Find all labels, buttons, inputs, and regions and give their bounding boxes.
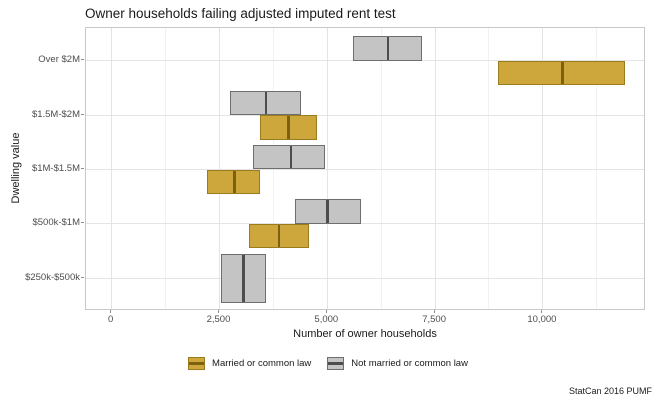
crossbar-midline [326,200,329,223]
crossbar-midline [386,37,390,60]
gridline-major [434,28,436,309]
crossbar-married [497,60,625,86]
legend-key-midline-icon [328,362,344,365]
legend-item-married: Married or common law [188,357,311,370]
x-tick-mark [110,310,112,313]
crossbar-midline [242,254,245,302]
crossbar-midline [287,116,290,139]
gridline-horizontal [86,114,644,116]
crossbar-midline [289,146,293,169]
gridline-major [111,28,113,309]
legend-label-married: Married or common law [212,358,312,369]
crossbar-married [260,115,318,140]
y-axis-label: $500k-$1M [32,217,80,229]
x-tick-mark [541,310,543,313]
gridline-horizontal [86,277,644,279]
gridline-minor [596,28,598,309]
legend-label-not-married: Not married or common law [351,358,468,369]
legend-key-married-icon [188,357,206,370]
x-tick-label: 0 [108,314,114,325]
x-axis-title: Number of owner households [293,328,437,340]
y-axis-label: $1.5M-$2M [31,108,80,120]
x-tick-mark [433,310,435,313]
gridline-major [542,28,544,309]
x-tick-label: 2,500 [206,314,231,325]
x-tick-label: 5,000 [314,314,339,325]
x-tick-mark [217,310,219,313]
y-axis-label: $1M-$1.5M [31,163,80,174]
crossbar-married [248,223,309,249]
crossbar-not-married [353,36,423,61]
legend-item-not-married: Not married or common law [327,357,468,370]
x-tick-label: 7,500 [422,314,446,325]
gridline-horizontal [86,169,644,170]
gridline-minor [488,28,490,309]
y-tick-mark [81,59,84,61]
crossbar-not-married [294,199,362,224]
crossbar-midline [561,61,564,85]
crossbar-midline [264,91,268,115]
crossbar-midline [233,170,236,193]
crossbar-not-married [230,90,302,116]
legend-key-not-married-icon [327,357,345,370]
gridline-minor [380,28,382,309]
caption: StatCan 2016 PUMF [568,386,652,396]
y-axis-title: Dwelling value [10,132,22,204]
y-axis-label: $250k-$500k [25,271,80,283]
legend: Married or common law Not married or com… [0,357,656,370]
chart-title: Owner households failing adjusted impute… [85,6,396,21]
gridline-horizontal [86,223,644,225]
x-tick-mark [325,310,327,313]
legend-key-midline-icon [189,362,205,365]
y-tick-mark [81,222,84,224]
gridline-major [326,28,328,309]
gridline-major [218,28,220,309]
crossbar-not-married [253,145,326,170]
gridline-minor [165,28,167,309]
x-tick-label: 10,000 [527,314,557,325]
y-tick-mark [81,113,84,115]
plot-panel [85,27,645,310]
y-tick-mark [81,276,84,278]
crossbar-married [207,169,261,194]
y-tick-mark [81,168,84,169]
y-axis-label: Over $2M [38,54,80,66]
crossbar-midline [277,224,281,248]
crossbar-not-married [220,253,267,303]
gridline-horizontal [86,60,644,62]
